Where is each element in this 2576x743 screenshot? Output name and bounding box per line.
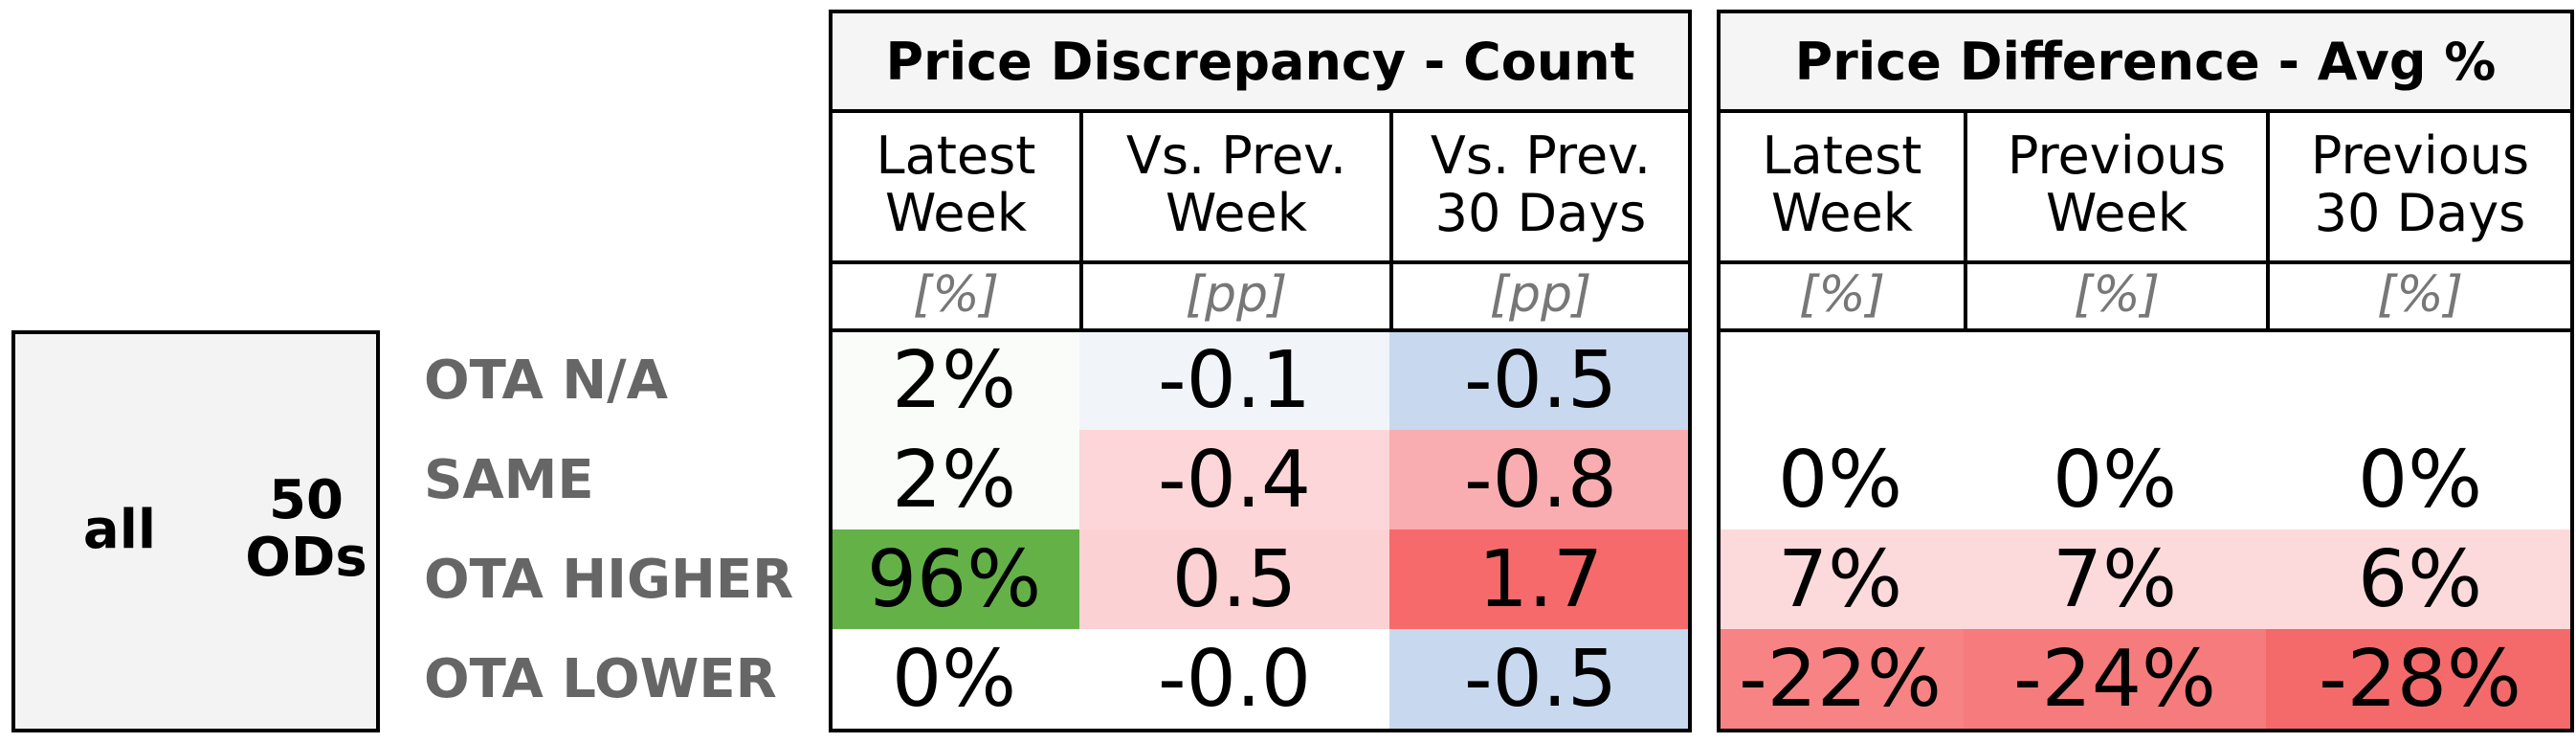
column-unit: [pp] — [1389, 260, 1692, 333]
value-cell: 2% — [829, 330, 1079, 430]
value-cell — [2266, 330, 2574, 430]
value-cell: -28% — [2266, 629, 2574, 729]
column-header: Vs. Prev. Week — [1079, 109, 1393, 264]
value-cell: -0.4 — [1079, 430, 1389, 529]
column-header: Previous 30 Days — [2266, 109, 2574, 264]
value-cell — [1964, 330, 2266, 430]
column-unit: [%] — [1717, 260, 1967, 333]
value-cell: -0.1 — [1079, 330, 1389, 430]
segment-label: all — [82, 498, 157, 561]
value-cell: 6% — [2266, 529, 2574, 629]
column-unit: [%] — [1964, 260, 2270, 333]
value-cell: 7% — [1717, 529, 1964, 629]
value-cell: 1.7 — [1389, 529, 1692, 629]
value-cell: -0.0 — [1079, 629, 1389, 729]
value-cell — [1717, 330, 1964, 430]
value-cell: -24% — [1964, 629, 2266, 729]
row-label: OTA LOWER — [424, 647, 777, 710]
row-label: SAME — [424, 448, 594, 511]
group-title: Price Difference - Avg % — [1717, 10, 2574, 113]
value-cell: 0.5 — [1079, 529, 1389, 629]
segment-panel — [11, 330, 380, 732]
value-cell: -0.5 — [1389, 629, 1692, 729]
value-cell: -0.5 — [1389, 330, 1692, 430]
value-cell: 7% — [1964, 529, 2266, 629]
od-count-label: 50 ODs — [245, 469, 367, 589]
value-cell: 0% — [1964, 430, 2266, 529]
column-header: Previous Week — [1964, 109, 2270, 264]
column-header: Latest Week — [1717, 109, 1967, 264]
column-unit: [%] — [829, 260, 1083, 333]
group-title: Price Discrepancy - Count — [829, 10, 1692, 113]
value-cell: -22% — [1717, 629, 1964, 729]
column-unit: [%] — [2266, 260, 2574, 333]
column-header: Vs. Prev. 30 Days — [1389, 109, 1692, 264]
row-label: OTA HIGHER — [424, 548, 794, 611]
value-cell: 0% — [2266, 430, 2574, 529]
value-cell: 0% — [1717, 430, 1964, 529]
value-cell: 96% — [829, 529, 1079, 629]
value-cell: 0% — [829, 629, 1079, 729]
value-cell: -0.8 — [1389, 430, 1692, 529]
column-unit: [pp] — [1079, 260, 1393, 333]
value-cell: 2% — [829, 430, 1079, 529]
row-label: OTA N/A — [424, 349, 668, 412]
column-header: Latest Week — [829, 109, 1083, 264]
